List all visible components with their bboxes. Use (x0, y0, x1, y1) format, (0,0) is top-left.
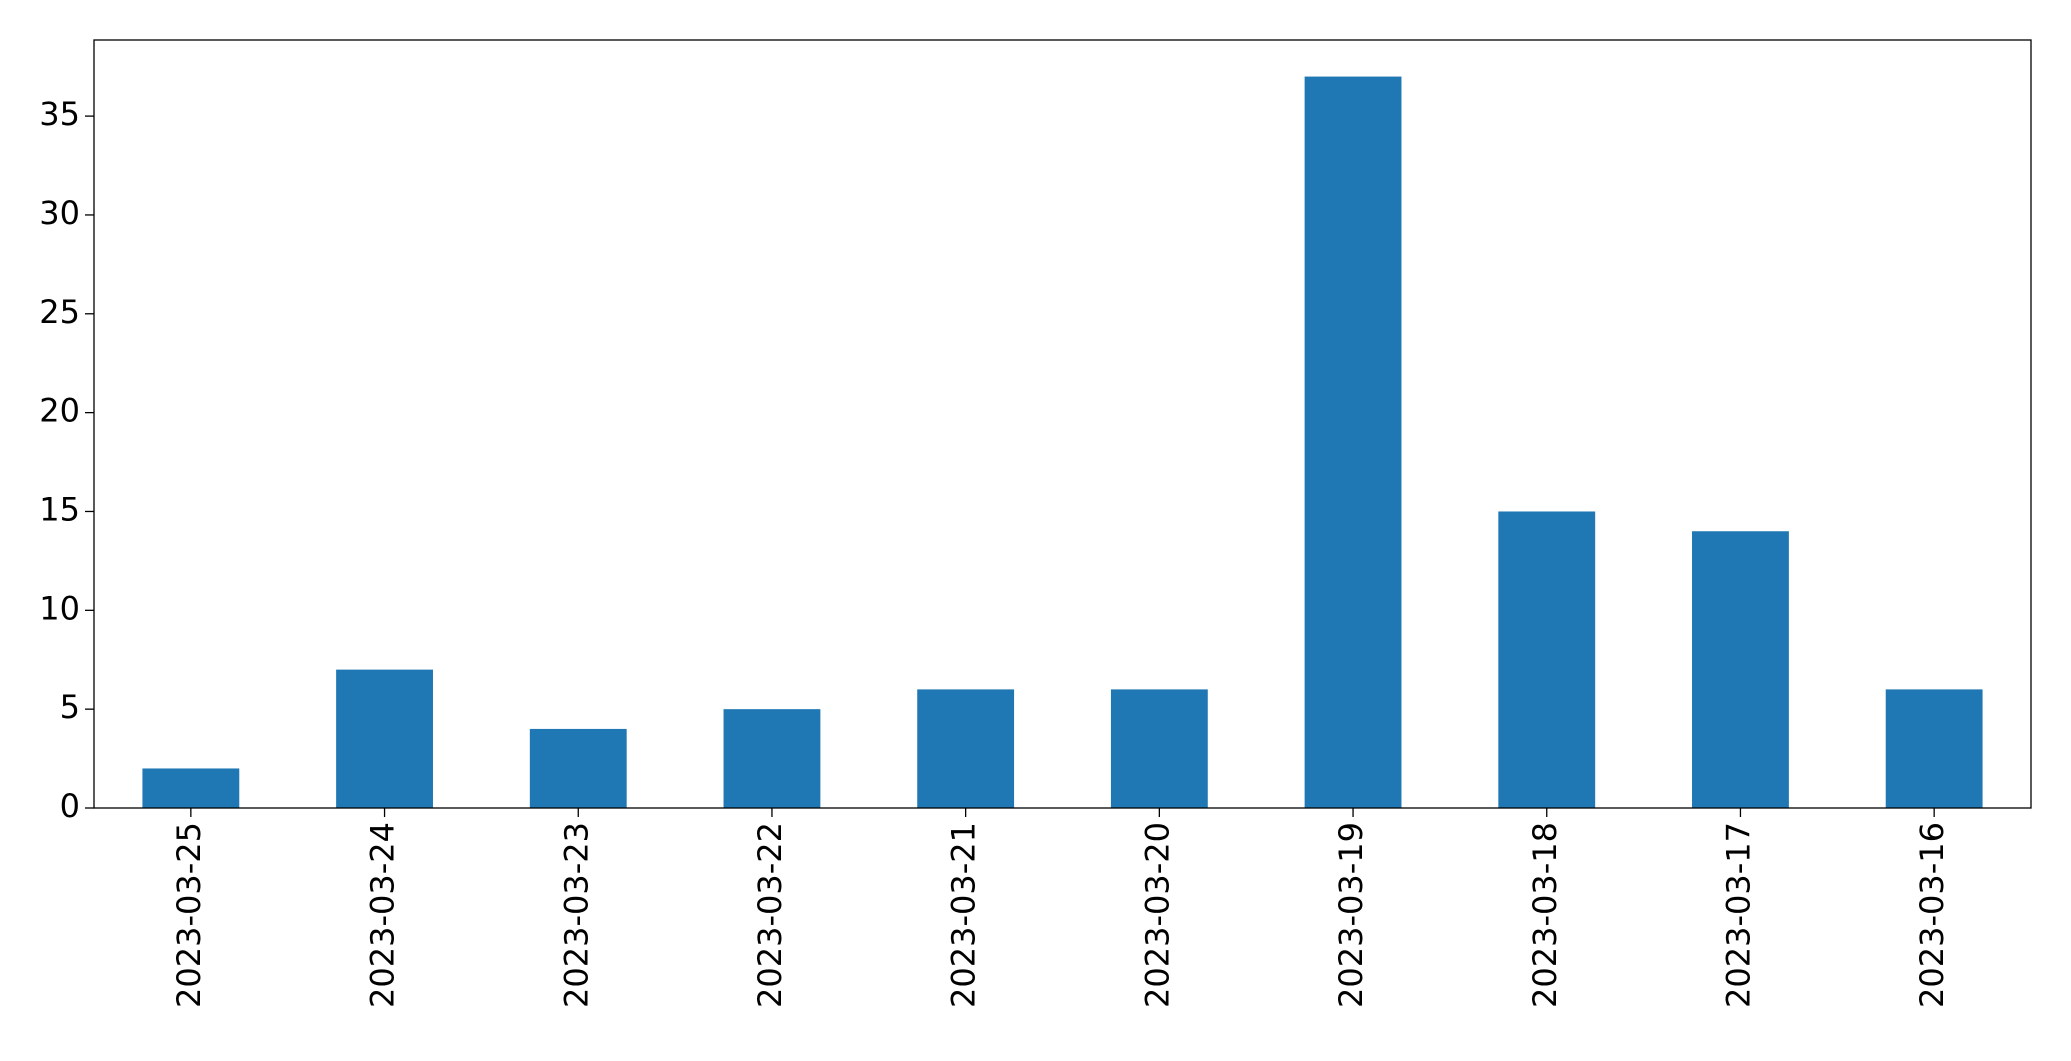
bar (723, 709, 821, 808)
x-tick-label: 2023-03-24 (364, 822, 402, 1008)
x-tick-label: 2023-03-23 (557, 822, 595, 1008)
x-tick-label: 2023-03-25 (170, 822, 208, 1008)
bar (1885, 689, 1983, 808)
bar (336, 669, 433, 808)
y-tick-label: 25 (39, 293, 80, 331)
bar (1498, 511, 1596, 808)
y-tick-label: 15 (39, 490, 80, 528)
y-tick-label: 30 (39, 194, 80, 232)
bar (1692, 531, 1789, 808)
x-tick-label: 2023-03-16 (1913, 822, 1951, 1008)
bar (917, 689, 1015, 808)
axes-frame (93, 39, 2032, 809)
x-tick-label: 2023-03-21 (945, 822, 983, 1008)
bar (142, 768, 240, 808)
y-tick-label: 20 (39, 392, 80, 430)
x-tick-label: 2023-03-18 (1526, 822, 1564, 1008)
bar (1304, 76, 1402, 809)
y-tick-label: 0 (60, 787, 80, 825)
y-tick-label: 10 (39, 589, 80, 627)
x-tick-label: 2023-03-17 (1719, 822, 1757, 1008)
y-tick-label: 5 (60, 688, 80, 726)
x-tick-label: 2023-03-20 (1138, 822, 1176, 1008)
x-tick-label: 2023-03-19 (1332, 822, 1370, 1008)
bar (1110, 689, 1208, 808)
y-tick-label: 35 (39, 95, 80, 133)
bar (529, 728, 627, 808)
x-tick-label: 2023-03-22 (751, 822, 789, 1008)
